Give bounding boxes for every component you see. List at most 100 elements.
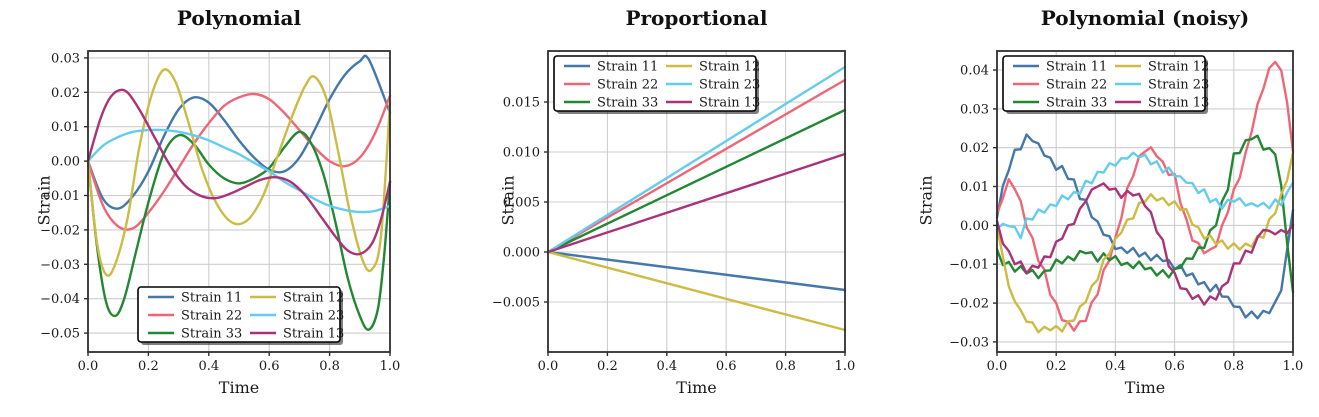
chart-panel-polynomial-noisy: 0.0 0.2 0.4 0.6 0.8 1.0 0.04 0.03 0.02 0.01 0.00 −0…: [880, 0, 1319, 417]
plot-area-polynomial-noisy: 0.0 0.2 0.4 0.6 0.8 1.0 0.04 0.03 0.02 0.01 0.00 −0…: [949, 50, 1304, 374]
y-tick-label: 0.00: [960, 219, 989, 234]
line-strain-33: [546, 108, 847, 254]
legend-label-strain-12: Strain 12: [283, 291, 344, 306]
legend-label-strain-22: Strain 22: [597, 78, 658, 93]
y-tick-label: 0.03: [960, 102, 989, 117]
line-strain-11: [546, 250, 847, 292]
chart-title: Proportional: [625, 6, 768, 30]
y-tick-label: −0.01: [40, 189, 80, 204]
line-strain-23: [86, 128, 392, 214]
x-axis-label: Time: [1124, 378, 1166, 397]
y-tick-label: 0.01: [51, 120, 80, 135]
legend-box: [553, 55, 757, 112]
y-tick-label: 0.000: [503, 246, 540, 261]
line-strain-22: [546, 78, 847, 254]
y-axis-label: Strain: [916, 175, 936, 225]
x-tick-label: 0.0: [987, 359, 1008, 374]
legend: Strain 11 Strain 22 Strain 33 Strain 12 Stra…: [1002, 55, 1209, 114]
x-tick-label: 0.6: [259, 359, 280, 374]
line-strain-11: [86, 54, 392, 210]
x-tick-label: 0.0: [538, 359, 559, 374]
x-tick-label: 0.2: [138, 359, 159, 374]
y-tick-label: 0.02: [51, 86, 80, 101]
y-tick-label: −0.03: [949, 335, 989, 350]
x-tick-label: 0.2: [597, 359, 618, 374]
y-tick-label: −0.05: [40, 327, 80, 342]
legend-label-strain-22: Strain 22: [181, 309, 242, 324]
line-strain-12: [86, 68, 392, 277]
legend-label-strain-23: Strain 23: [1148, 78, 1209, 93]
y-tick-label: −0.02: [949, 297, 989, 312]
axis-ticks: 0.0 0.2 0.4 0.6 0.8 1.0 0.03 0.02 0.01 0.00 −0.01 −…: [40, 51, 400, 374]
legend-label-strain-11: Strain 11: [1046, 60, 1107, 75]
line-strain-12: [546, 250, 847, 332]
y-tick-label: 0.04: [960, 64, 989, 79]
plot-area-polynomial: 0.0 0.2 0.4 0.6 0.8 1.0 0.03 0.02 0.01 0.00 −0.01 −…: [40, 50, 400, 374]
x-tick-label: 0.4: [656, 359, 677, 374]
plot-spines: [87, 50, 391, 353]
y-tick-label: −0.03: [40, 258, 80, 273]
legend-label-strain-13: Strain 13: [283, 327, 344, 342]
line-strain-12: [995, 151, 1295, 334]
x-tick-label: 1.0: [1283, 359, 1304, 374]
chart-title: Polynomial (noisy): [1040, 6, 1250, 30]
legend-label-strain-13: Strain 13: [1148, 96, 1209, 111]
line-strain-13: [86, 88, 392, 256]
legend-label-strain-33: Strain 33: [1046, 96, 1107, 111]
legend-label-strain-11: Strain 11: [181, 291, 242, 306]
legend-label-strain-12: Strain 12: [1148, 60, 1209, 75]
legend-box: [137, 286, 341, 343]
line-strain-23: [995, 151, 1295, 240]
x-axis-label: Time: [676, 378, 717, 397]
line-strain-22: [995, 60, 1295, 332]
legend-label-strain-23: Strain 23: [283, 309, 344, 324]
x-tick-label: 0.8: [319, 359, 340, 374]
x-tick-label: 1.0: [380, 359, 401, 374]
line-strain-13: [546, 152, 847, 254]
legend: Strain 11 Strain 22 Strain 33 Strain 12 Stra…: [553, 55, 760, 114]
chart-panel-proportional: 0.0 0.2 0.4 0.6 0.8 1.0 0.015 0.010 0.005 0.000 −0…: [440, 0, 880, 417]
x-tick-label: 0.8: [1223, 359, 1244, 374]
series-lines: [995, 60, 1295, 334]
x-tick-label: 0.2: [1046, 359, 1067, 374]
legend-label-strain-12: Strain 12: [699, 60, 760, 75]
y-tick-label: 0.01: [960, 180, 989, 195]
chart-title: Polynomial: [176, 6, 302, 30]
line-strain-11: [995, 133, 1295, 320]
series-lines: [546, 65, 847, 332]
line-strain-13: [995, 182, 1295, 306]
x-tick-label: 0.6: [716, 359, 737, 374]
x-tick-label: 0.4: [1105, 359, 1126, 374]
legend-box: [1002, 55, 1206, 112]
x-axis-label: Time: [218, 378, 260, 397]
line-strain-33: [995, 134, 1295, 294]
y-tick-label: −0.02: [40, 223, 80, 238]
legend-label-strain-13: Strain 13: [699, 96, 760, 111]
plot-spines: [996, 50, 1294, 353]
y-tick-label: 0.00: [51, 155, 80, 170]
legend: Strain 11 Strain 22 Strain 33 Strain 12 Stra…: [137, 286, 344, 345]
x-tick-label: 0.8: [775, 359, 796, 374]
y-tick-label: −0.005: [492, 296, 540, 311]
x-tick-label: 0.4: [198, 359, 219, 374]
plot-area-proportional: 0.0 0.2 0.4 0.6 0.8 1.0 0.015 0.010 0.005 0.000 −0…: [492, 50, 855, 375]
legend-label-strain-33: Strain 33: [181, 327, 242, 342]
y-tick-label: 0.03: [51, 51, 80, 66]
legend-label-strain-33: Strain 33: [597, 96, 658, 111]
y-tick-label: −0.01: [949, 258, 989, 273]
y-tick-label: −0.04: [40, 292, 80, 307]
legend-label-strain-23: Strain 23: [699, 78, 760, 93]
y-axis-label: Strain: [498, 175, 518, 225]
y-axis-label: Strain: [34, 175, 54, 225]
x-tick-label: 1.0: [835, 359, 856, 374]
y-tick-label: 0.005: [503, 196, 540, 211]
chart-panel-polynomial: 0.0 0.2 0.4 0.6 0.8 1.0 0.03 0.02 0.01 0.00 −0.01 −…: [0, 0, 440, 417]
line-strain-33: [86, 130, 392, 331]
line-strain-23: [546, 65, 847, 254]
x-tick-label: 0.6: [1164, 359, 1185, 374]
legend-label-strain-22: Strain 22: [1046, 78, 1107, 93]
series-lines: [86, 54, 392, 331]
axis-ticks: 0.0 0.2 0.4 0.6 0.8 1.0 0.015 0.010 0.005 0.000 −0…: [492, 96, 855, 375]
y-tick-label: 0.010: [503, 146, 540, 161]
